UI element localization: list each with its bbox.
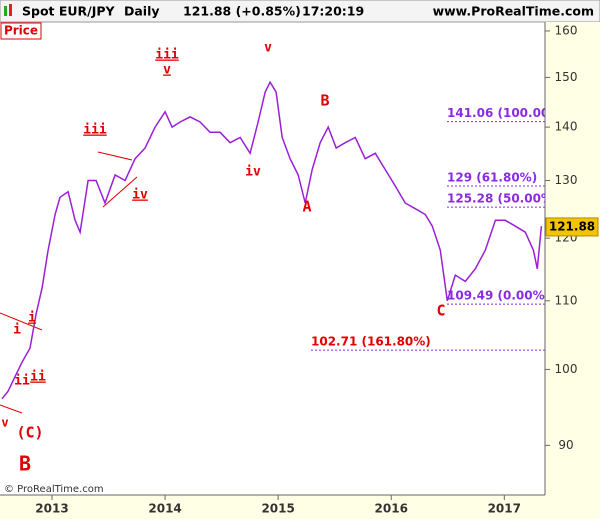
wave-label: iv [132,188,148,203]
y-axis-bg [545,22,600,519]
wave-label: (C) [16,424,43,442]
y-tick-label: 130 [555,173,578,187]
fib-label: 102.71 (161.80%) [311,335,431,349]
wave-label: v [1,416,8,430]
plot: 141.06 (100.00%) 129 (61.80%) 125.28 (50.0… [1,80,567,400]
symbol: Spot EUR/JPY [22,4,116,19]
y-tick-label: 160 [555,23,578,37]
y-tick-label: 90 [558,438,573,452]
wave-label: iii [83,123,107,138]
panel-label-box [0,22,42,40]
y-tick-label: 110 [555,293,578,307]
last-price-box [545,217,599,237]
wave-label: ii [30,370,46,385]
x-tick-label: 2014 [148,502,181,516]
wave-label: i [13,323,21,338]
header-bar [0,0,600,23]
y-tick-label: 150 [555,70,578,84]
x-tick-label: 2017 [488,502,521,516]
last-price-label: 121.88 [549,219,595,233]
panel-label: Price [4,24,38,38]
wave-label: iv [245,165,261,180]
period: Daily [124,4,160,19]
y-tick-label: 140 [555,120,578,134]
wave-label: C [436,302,445,320]
wave-label: v [264,41,272,56]
x-tick-label: 2015 [261,502,294,516]
price-line [1,80,543,400]
x-axis-bg [0,495,545,519]
x-tick-label: 2016 [375,502,408,516]
wave-label: ii [14,374,30,389]
wave-label: A [302,198,311,216]
quote: 121.88 (+0.85%) [183,4,301,19]
wave-label: iii [155,48,179,63]
time: 17:20:19 [302,4,364,19]
wedge-lines [0,151,138,414]
fib-label: 141.06 (100.00%) [447,106,567,120]
site: www.ProRealTime.com [433,4,594,19]
wave-label: v [163,63,171,78]
copyright: © ProRealTime.com [4,484,104,495]
fib-label: 129 (61.80%) [447,171,537,185]
wave-label: B [19,452,31,476]
wave-label: i [28,311,36,326]
candle-icon [4,4,12,16]
wave-label: B [320,92,329,110]
fib-label: 125.28 (50.00%) [447,192,558,206]
x-tick-label: 2013 [35,502,68,516]
fib-label: 109.49 (0.00%) [447,289,550,303]
y-tick-label: 100 [555,362,578,376]
